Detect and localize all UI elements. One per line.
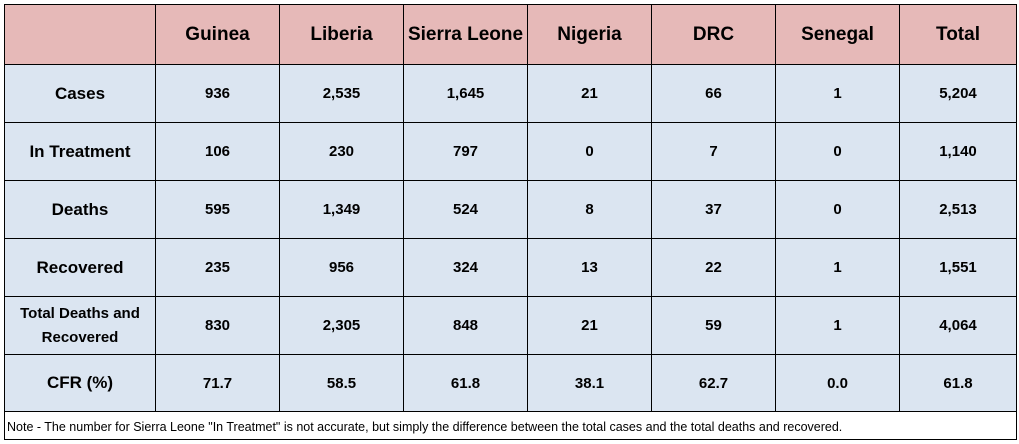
table-cell: 13 xyxy=(527,238,652,297)
table-cell: 956 xyxy=(279,238,404,297)
table-cell: 1,551 xyxy=(899,238,1017,297)
table-cell: 61.8 xyxy=(899,354,1017,412)
header-drc: DRC xyxy=(651,4,776,65)
table-cell: 61.8 xyxy=(403,354,528,412)
table-row: Cases 936 2,535 1,645 21 66 1 5,204 xyxy=(4,64,1017,123)
table-cell: 71.7 xyxy=(155,354,280,412)
table-row: Recovered 235 956 324 13 22 1 1,551 xyxy=(4,238,1017,297)
table-row: Total Deaths and Recovered 830 2,305 848… xyxy=(4,296,1017,355)
table-cell: 0.0 xyxy=(775,354,900,412)
table-container: Guinea Liberia Sierra Leone Nigeria DRC … xyxy=(4,4,1017,440)
table-cell: 62.7 xyxy=(651,354,776,412)
table-cell: 848 xyxy=(403,296,528,355)
table-cell: 7 xyxy=(651,122,776,181)
table-row: Deaths 595 1,349 524 8 37 0 2,513 xyxy=(4,180,1017,239)
table-cell: 5,204 xyxy=(899,64,1017,123)
table-cell: 37 xyxy=(651,180,776,239)
table-cell: 830 xyxy=(155,296,280,355)
table-cell: 38.1 xyxy=(527,354,652,412)
table-cell: 235 xyxy=(155,238,280,297)
table-cell: 58.5 xyxy=(279,354,404,412)
row-label-in-treatment: In Treatment xyxy=(4,122,156,181)
table-cell: 59 xyxy=(651,296,776,355)
ebola-statistics-table: Guinea Liberia Sierra Leone Nigeria DRC … xyxy=(4,4,1017,440)
table-cell: 1 xyxy=(775,238,900,297)
header-liberia: Liberia xyxy=(279,4,404,65)
table-cell: 1 xyxy=(775,296,900,355)
table-cell: 595 xyxy=(155,180,280,239)
header-corner xyxy=(4,4,156,65)
table-cell: 936 xyxy=(155,64,280,123)
table-cell: 524 xyxy=(403,180,528,239)
table-row: In Treatment 106 230 797 0 7 0 1,140 xyxy=(4,122,1017,181)
table-cell: 324 xyxy=(403,238,528,297)
table-cell: 797 xyxy=(403,122,528,181)
table-cell: 21 xyxy=(527,64,652,123)
table-cell: 2,513 xyxy=(899,180,1017,239)
row-label-recovered: Recovered xyxy=(4,238,156,297)
table-cell: 0 xyxy=(527,122,652,181)
table-cell: 66 xyxy=(651,64,776,123)
table-cell: 4,064 xyxy=(899,296,1017,355)
note-row: Note - The number for Sierra Leone "In T… xyxy=(4,411,1017,440)
row-label-cases: Cases xyxy=(4,64,156,123)
table-cell: 1,645 xyxy=(403,64,528,123)
table-cell: 22 xyxy=(651,238,776,297)
table-row: CFR (%) 71.7 58.5 61.8 38.1 62.7 0.0 61.… xyxy=(4,354,1017,412)
row-label-cfr: CFR (%) xyxy=(4,354,156,412)
header-guinea: Guinea xyxy=(155,4,280,65)
table-cell: 0 xyxy=(775,122,900,181)
row-label-total-deaths-and-recovered: Total Deaths and Recovered xyxy=(4,296,156,355)
row-label-deaths: Deaths xyxy=(4,180,156,239)
table-cell: 106 xyxy=(155,122,280,181)
table-cell: 1,349 xyxy=(279,180,404,239)
header-row: Guinea Liberia Sierra Leone Nigeria DRC … xyxy=(4,4,1017,65)
table-cell: 1,140 xyxy=(899,122,1017,181)
table-cell: 230 xyxy=(279,122,404,181)
header-nigeria: Nigeria xyxy=(527,4,652,65)
table-note: Note - The number for Sierra Leone "In T… xyxy=(4,411,1017,440)
header-total: Total xyxy=(899,4,1017,65)
header-sierra-leone: Sierra Leone xyxy=(403,4,528,65)
table-cell: 0 xyxy=(775,180,900,239)
table-cell: 21 xyxy=(527,296,652,355)
table-cell: 2,535 xyxy=(279,64,404,123)
table-cell: 8 xyxy=(527,180,652,239)
table-cell: 2,305 xyxy=(279,296,404,355)
table-cell: 1 xyxy=(775,64,900,123)
header-senegal: Senegal xyxy=(775,4,900,65)
